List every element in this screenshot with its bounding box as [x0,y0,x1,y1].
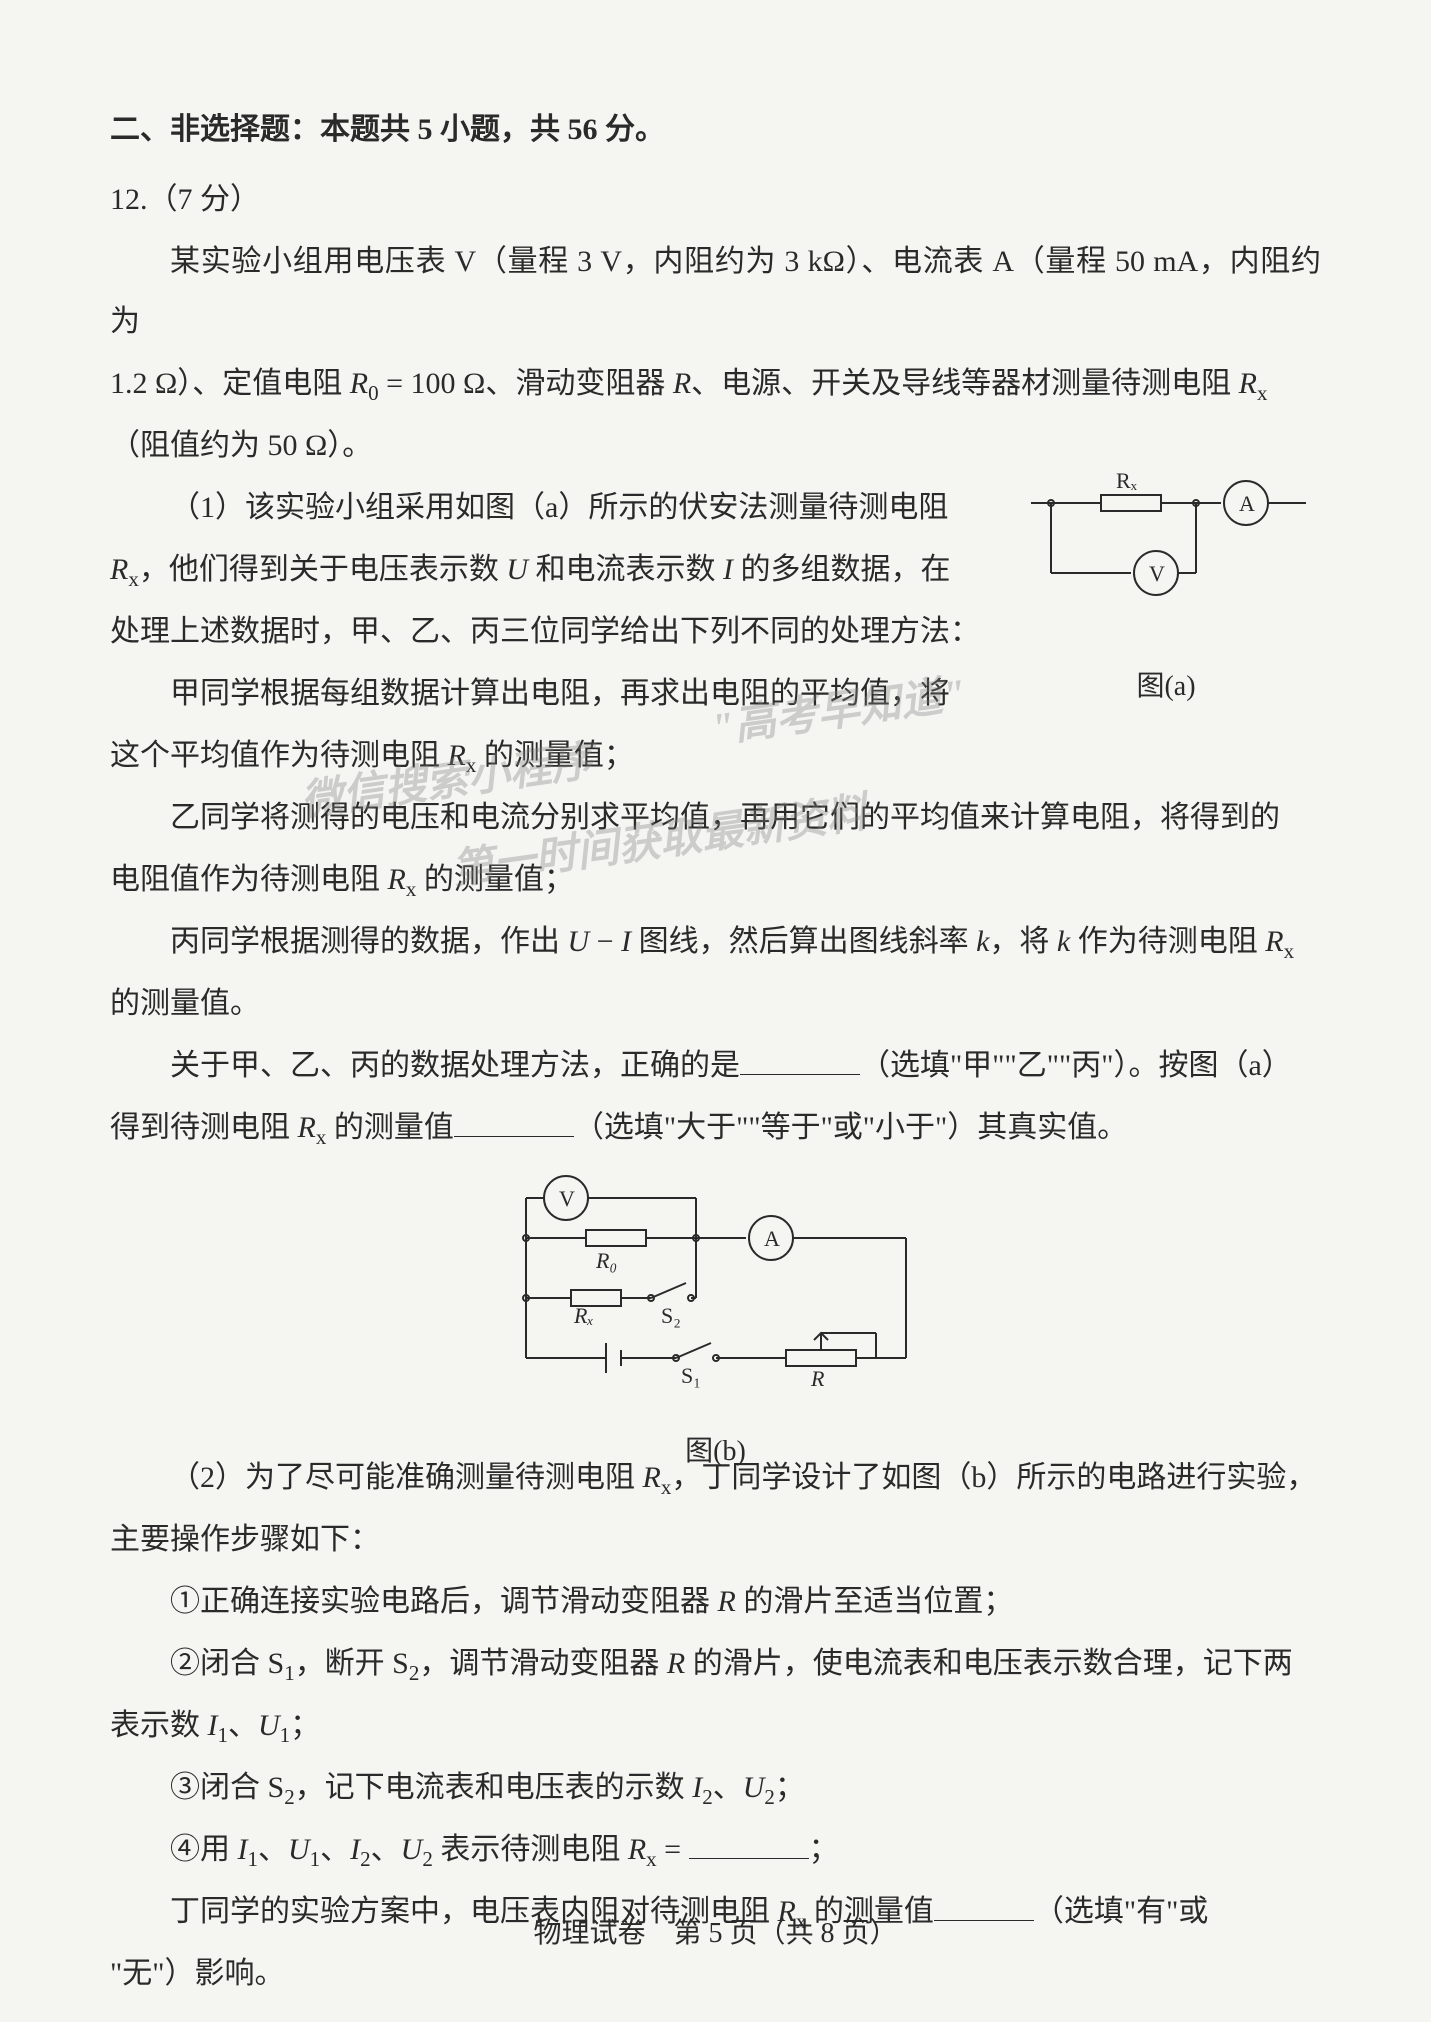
blank-1[interactable] [740,1045,860,1075]
part1-wrap: （1）该实验小组采用如图（a）所示的伏安法测量待测电阻 Rx，他们得到关于电压表… [110,478,1321,1158]
circuit-a-v-label: V [1149,561,1165,586]
circuit-b-caption: 图(b) [486,1424,946,1480]
blank-3[interactable] [689,1829,809,1859]
intro-paragraph-3: （阻值约为 50 Ω）。 [110,416,1321,476]
step4: ④用 I1、U1、I2、U2 表示待测电阻 Rx = ； [110,1820,1321,1880]
blank-2[interactable] [454,1107,574,1137]
circuit-b-figure: V R₀ A Rₓ S₂ [486,1168,946,1428]
step2: ②闭合 S1，断开 S2，调节滑动变阻器 R 的滑片，使电流表和电压表示数合理，… [110,1634,1321,1694]
question-number: 12.（7 分） [110,170,1321,230]
circuit-b-a-label: A [764,1226,780,1251]
circuit-b-svg: V R₀ A Rₓ S₂ [486,1168,946,1398]
circuit-b-rx-label: Rₓ [573,1303,594,1328]
step1: ①正确连接实验电路后，调节滑动变阻器 R 的滑片至适当位置； [110,1572,1321,1632]
method-bing: 丙同学根据测得的数据，作出 U − I 图线，然后算出图线斜率 k，将 k 作为… [110,912,1321,972]
method-jia-2: 这个平均值作为待测电阻 Rx 的测量值； [110,726,1321,786]
method-yi: 乙同学将测得的电压和电流分别求平均值，再用它们的平均值来计算电阻，将得到的 [110,788,1321,848]
conclusion1: 关于甲、乙、丙的数据处理方法，正确的是（选填"甲""乙""丙"）。按图（a） [110,1036,1321,1096]
circuit-b-r-label: R [810,1366,825,1391]
method-bing-2: 的测量值。 [110,974,1321,1034]
circuit-a-a-label: A [1239,491,1255,516]
conclusion2: 得到待测电阻 Rx 的测量值（选填"大于""等于"或"小于"）其真实值。 [110,1098,1321,1158]
circuit-b-r0-label: R₀ [595,1248,617,1273]
method-yi-2: 电阻值作为待测电阻 Rx 的测量值； [110,850,1321,910]
circuit-a-caption: 图(a) [1021,659,1311,715]
circuit-a-figure: Rₓ A V 图(a) [1021,473,1311,653]
page-footer: 物理试卷 第 5 页（共 8 页） [0,1906,1431,1962]
part1-line2: Rx，他们得到关于电压表示数 U 和电流表示数 I 的多组数据，在 [110,540,1011,600]
circuit-b-s1-label: S₁ [681,1363,701,1388]
section-title: 二、非选择题：本题共 5 小题，共 56 分。 [110,100,1321,160]
circuit-b-v-label: V [559,1186,575,1211]
step2-2: 表示数 I1、U1； [110,1696,1321,1756]
part1-line1: （1）该实验小组采用如图（a）所示的伏安法测量待测电阻 [110,478,1011,538]
circuit-a-rx-label: Rₓ [1116,473,1138,493]
page-content: 二、非选择题：本题共 5 小题，共 56 分。 12.（7 分） 某实验小组用电… [110,100,1321,2004]
circuit-b-s2-label: S₂ [661,1303,681,1328]
intro-paragraph: 某实验小组用电压表 V（量程 3 V，内阻约为 3 kΩ）、电流表 A（量程 5… [110,232,1321,352]
part2-intro-2: 主要操作步骤如下： [110,1510,1321,1570]
step3: ③闭合 S2，记下电流表和电压表的示数 I2、U2； [110,1758,1321,1818]
part1-line3: 处理上述数据时，甲、乙、丙三位同学给出下列不同的处理方法： [110,602,1011,662]
intro-paragraph-2: 1.2 Ω）、定值电阻 R0 = 100 Ω、滑动变阻器 R、电源、开关及导线等… [110,354,1321,414]
circuit-a-svg: Rₓ A V [1021,473,1311,633]
